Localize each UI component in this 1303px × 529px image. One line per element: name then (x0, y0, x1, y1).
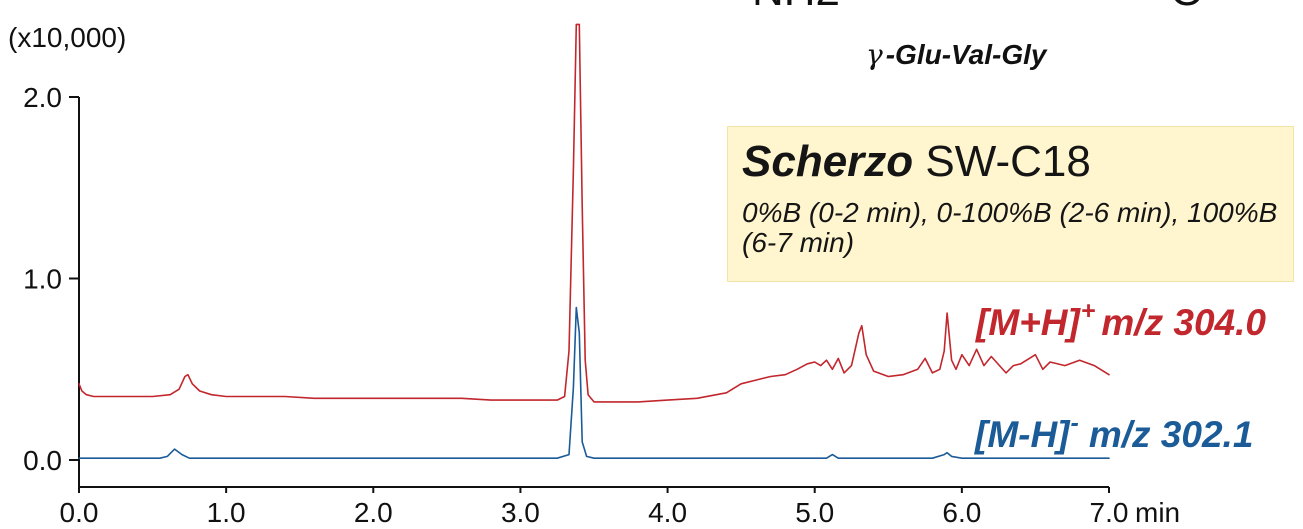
series-label-negative-mass: m/z 302.1 (1088, 414, 1254, 455)
x-tick-label: 6.0 (942, 497, 981, 527)
legend-gradient-text: 0%B (0-2 min), 0-100%B (2-6 min), 100%B … (742, 197, 1278, 258)
structure-fragment-nh2: NH2 (752, 0, 840, 13)
y-axis-unit-label: (x10,000) (8, 22, 126, 53)
legend-box: Scherzo SW-C18 0%B (0-2 min), 0-100%B (2… (727, 126, 1294, 282)
series-label-positive-sup: + (1080, 297, 1096, 325)
series-label-negative-main: [M-H] (975, 414, 1070, 455)
compound-greek-prefix: γ (866, 38, 883, 71)
series-layer (78, 23, 1110, 460)
series-line-negative (78, 306, 1110, 460)
x-tick-label: 4.0 (648, 497, 687, 527)
structure-fragment-oxygen: O (1170, 0, 1204, 13)
compound-name: -Glu-Val-Gly (885, 39, 1047, 70)
x-tick-label: 3.0 (501, 497, 540, 527)
y-tick-label: 2.0 (23, 82, 62, 113)
tick-layer: 0.0 1.0 2.0 3.0 4.0 5.0 6.0 7.0 0.0 1.0 2.0 (x10,00… (8, 22, 1128, 527)
x-tick-label: 1.0 (207, 497, 246, 527)
axes-layer (78, 97, 1109, 488)
legend-title: Scherzo SW-C18 (742, 137, 1091, 187)
legend-model: SW-C18 (925, 137, 1091, 186)
y-tick-label: 0.0 (23, 445, 62, 476)
series-label-negative-sup: - (1070, 409, 1079, 437)
x-tick-label: 0.0 (60, 497, 99, 527)
legend-brand: Scherzo (742, 137, 914, 186)
x-tick-label: 5.0 (795, 497, 834, 527)
series-label-positive-mass: m/z 304.0 (1101, 302, 1266, 343)
series-label-positive: [M+H]+ m/z 304.0 (976, 297, 1266, 344)
series-line-positive (78, 23, 1110, 403)
x-tick-label: 2.0 (354, 497, 393, 527)
x-tick-label: 7.0 (1090, 497, 1129, 527)
y-tick-label: 1.0 (23, 264, 62, 295)
series-label-negative: [M-H]- m/z 302.1 (975, 409, 1254, 456)
x-axis-unit: min (1135, 497, 1181, 528)
series-label-positive-main: [M+H] (976, 302, 1080, 343)
compound-label: γ -Glu-Val-Gly (866, 38, 1047, 71)
